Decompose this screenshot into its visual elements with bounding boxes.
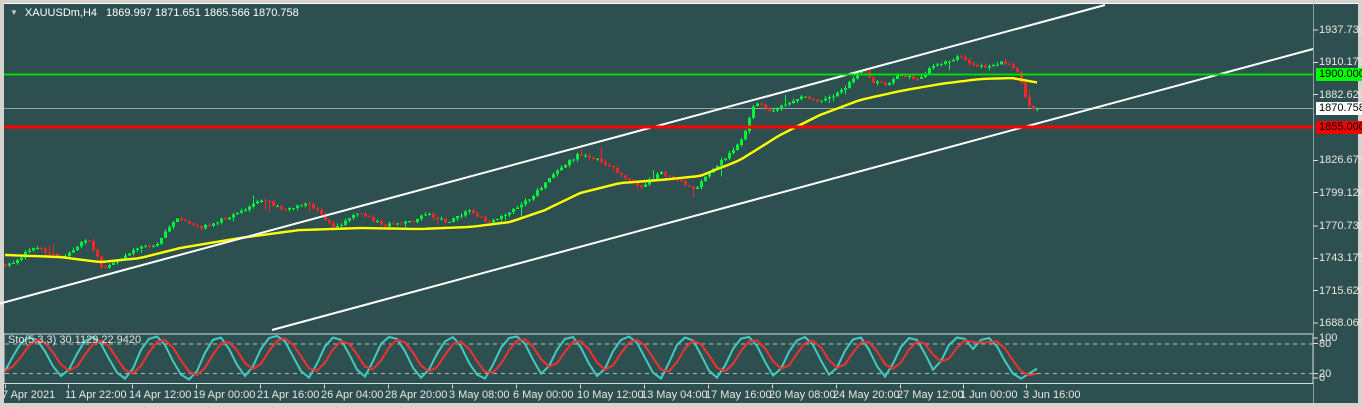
price-axis-label: 1743.175 (1319, 252, 1362, 265)
time-axis-label: 10 May 12:00 (577, 389, 644, 401)
indicator-scale-label: 80 (1319, 337, 1332, 350)
indicator-scale-label: 20 (1319, 367, 1332, 380)
indicator-scale-label: 100 (1319, 332, 1338, 344)
price-label-resistance: 1900.000 (1316, 67, 1362, 81)
symbol-dropdown-icon[interactable]: ▼ (10, 8, 18, 17)
time-axis-label: 6 May 00:00 (513, 389, 574, 401)
time-axis-label: 17 May 16:00 (705, 389, 772, 401)
time-axis-label: 13 May 04:00 (641, 389, 708, 401)
indicator-main-value: 30.1129 (59, 334, 99, 346)
time-axis-label: 27 May 12:00 (897, 389, 964, 401)
moving-average-line (4, 76, 1038, 264)
price-axis-label: 1799.120 (1319, 186, 1362, 199)
time-axis-label: 7 Apr 2021 (2, 389, 56, 401)
channel-lower-line[interactable] (271, 48, 1314, 331)
stochastic-signal-line (4, 337, 1038, 377)
time-axis-label: 28 Apr 20:00 (385, 389, 448, 401)
price-axis-label: 1688.065 (1319, 317, 1362, 329)
time-axis-label: 26 Apr 04:00 (321, 389, 384, 401)
indicator-scale-label: 0 (1319, 372, 1326, 384)
candlesticks (4, 54, 1039, 270)
time-axis-label: 21 Apr 16:00 (257, 389, 320, 401)
price-axis-label: 1826.675 (1319, 154, 1362, 167)
time-axis-label: 1 Jun 00:00 (960, 389, 1018, 401)
chart-background (4, 3, 1358, 403)
time-axis-label: 11 Apr 22:00 (65, 389, 127, 401)
symbol-period-label: XAUUSDm,H4 (24, 7, 98, 19)
price-axis-label: 1910.175 (1319, 56, 1362, 69)
channel-upper-line[interactable] (0, 4, 1106, 305)
price-label-support: 1855.000 (1316, 120, 1362, 134)
time-axis-label: 20 May 08:00 (769, 389, 836, 401)
price-axis-label: 1882.620 (1319, 88, 1362, 101)
ohlc-values: 1869.997 1871.651 1865.566 1870.758 (106, 7, 299, 19)
time-axis-label: 3 May 08:00 (449, 389, 510, 401)
indicator-signal-value: 22.9420 (101, 334, 142, 346)
time-axis-label: 19 Apr 00:00 (193, 389, 256, 401)
indicator-label: Sto(5,3,3) 30.1129 22.9420 (8, 334, 141, 346)
time-axis-label: 24 May 20:00 (833, 389, 900, 401)
price-axis-label: 1937.730 (1319, 24, 1362, 36)
chart-title: ▼ XAUUSDm,H4 1869.997 1871.651 1865.566 18… (10, 7, 299, 19)
price-axis-label: 1770.730 (1319, 219, 1362, 232)
time-axis-label: 3 Jun 16:00 (1023, 389, 1081, 401)
price-label-bid: 1870.758 (1316, 102, 1362, 116)
indicator-name: Sto(5,3,3) (8, 334, 57, 346)
time-axis-label: 14 Apr 12:00 (129, 389, 192, 401)
price-axis-label: 1715.620 (1319, 284, 1362, 297)
